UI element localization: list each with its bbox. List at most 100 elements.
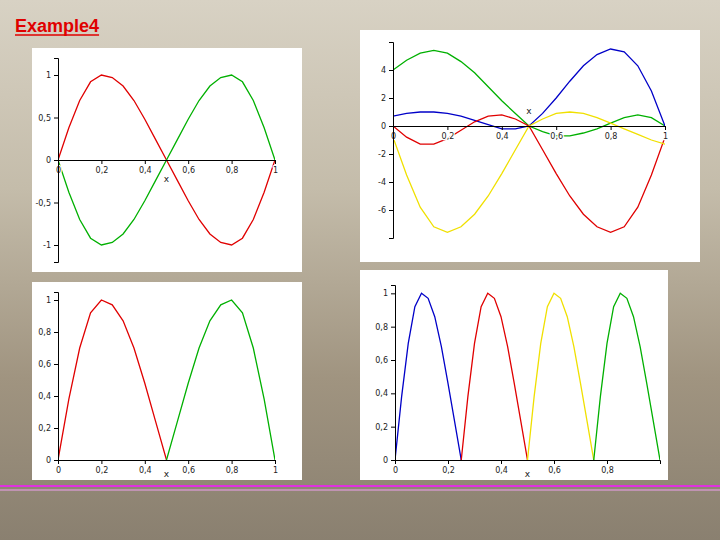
x-tick: 0 [56,460,61,475]
footer-rule [0,485,720,487]
y-tick: 1 [46,296,58,305]
x-tick-label: 0,4 [139,466,152,475]
y-tick-label: 0,4 [38,392,51,401]
x-axis-line [59,461,276,465]
y-tick-mark [389,182,393,183]
x-tick-mark [188,160,189,164]
x-tick-mark [611,126,612,130]
x-tick-label: 0,6 [550,132,563,141]
x-tick: 1 [273,160,278,175]
y-tick-mark [391,393,395,394]
y-tick-mark [391,327,395,328]
y-tick-mark [54,332,58,333]
x-tick-label: 0,8 [226,166,239,175]
y-tick: -4 [378,178,393,187]
y-tick-mark [54,75,58,76]
x-tick: 0,8 [601,460,614,475]
x-tick-label: 0,4 [496,132,509,141]
panel: 00,20,40,60,8100,20,40,60,81x [32,282,302,480]
x-tick-mark [502,126,503,130]
x-tick: 0,2 [442,126,455,141]
y-axis-line [54,59,59,263]
x-axis: 00,20,40,60,81 [56,160,278,175]
x-tick-mark [665,126,666,130]
panel: 00,20,40,60,81-1-0,500,51x [32,48,302,272]
y-tick-mark [54,460,58,461]
y-tick-mark [54,203,58,204]
x-tick-mark [188,460,189,464]
x-axis: 00,20,40,60,81 [391,126,668,141]
x-tick-mark [101,460,102,464]
y-tick-label: 0,5 [38,114,51,123]
x-tick-label: 0,2 [442,466,455,475]
y-tick: -6 [378,206,393,215]
x-tick: 0,6 [182,160,195,175]
x-tick: 0,2 [96,460,109,475]
x-tick-label: 1 [663,132,668,141]
y-tick-mark [391,360,395,361]
y-tick: 0,2 [375,423,395,432]
x-tick-label: 0,6 [182,166,195,175]
y-axis: -1-0,500,51 [35,59,58,263]
slide: Example400,20,40,60,81-1-0,500,51x00,20,… [0,0,720,540]
y-tick-label: 0 [383,456,388,465]
y-tick: -2 [378,150,393,159]
x-tick: 0,4 [139,460,152,475]
y-tick-label: 1 [46,71,51,80]
x-axis-title: x [164,174,170,184]
series-line [528,293,594,460]
y-axis-line [389,43,394,239]
series-line [594,293,660,460]
x-tick-label: 0,2 [442,132,455,141]
slide-title: Example4 [15,16,99,36]
series-line [461,293,527,460]
series-line [393,112,665,232]
x-tick-mark [232,460,233,464]
x-tick-mark [275,460,276,464]
y-tick-mark [54,300,58,301]
x-tick-mark [556,126,557,130]
y-tick-mark [389,98,393,99]
y-tick: -1 [43,241,58,250]
y-tick-mark [54,364,58,365]
x-tick: 1 [273,460,278,475]
x-tick-label: 0 [56,466,61,475]
panel-background [32,48,302,272]
x-tick-label: 1 [273,466,278,475]
panel-background [32,282,302,480]
x-tick-label: 0,6 [548,466,561,475]
y-tick-label: 0,4 [375,389,388,398]
series-line [395,293,461,460]
x-tick-mark [232,160,233,164]
series-line [58,75,275,245]
x-tick-label: 0,8 [605,132,618,141]
y-tick-mark [389,70,393,71]
y-tick-mark [54,396,58,397]
x-tick-label: 1 [273,166,278,175]
y-tick: 0 [381,122,393,131]
y-tick-label: 1 [383,289,388,298]
y-tick-label: 0,2 [375,423,388,432]
x-tick-label: 0,8 [226,466,239,475]
y-axis: 00,20,40,60,81 [375,286,395,466]
x-tick: 0,4 [495,460,508,475]
x-tick: 1 [663,126,668,141]
y-tick-label: 1 [46,296,51,305]
y-tick: 4 [381,66,393,75]
series-line [393,115,665,233]
y-tick-label: -1 [43,241,51,250]
y-tick-label: 0,8 [375,323,388,332]
y-tick-label: 0 [381,122,386,131]
y-tick: 0,8 [375,323,395,332]
y-tick-mark [389,154,393,155]
y-axis: -6 -4 -2 0 2 4 [378,43,393,239]
y-tick: 0,5 [38,114,58,123]
y-tick: 1 [46,71,58,80]
y-tick-label: -2 [378,150,386,159]
title-underline [15,34,99,36]
x-tick-label: 0 [393,466,398,475]
y-tick-label: -6 [378,206,386,215]
x-tick: 0,8 [226,160,239,175]
y-tick-label: 2 [381,94,386,103]
y-tick: 0,4 [38,392,58,401]
